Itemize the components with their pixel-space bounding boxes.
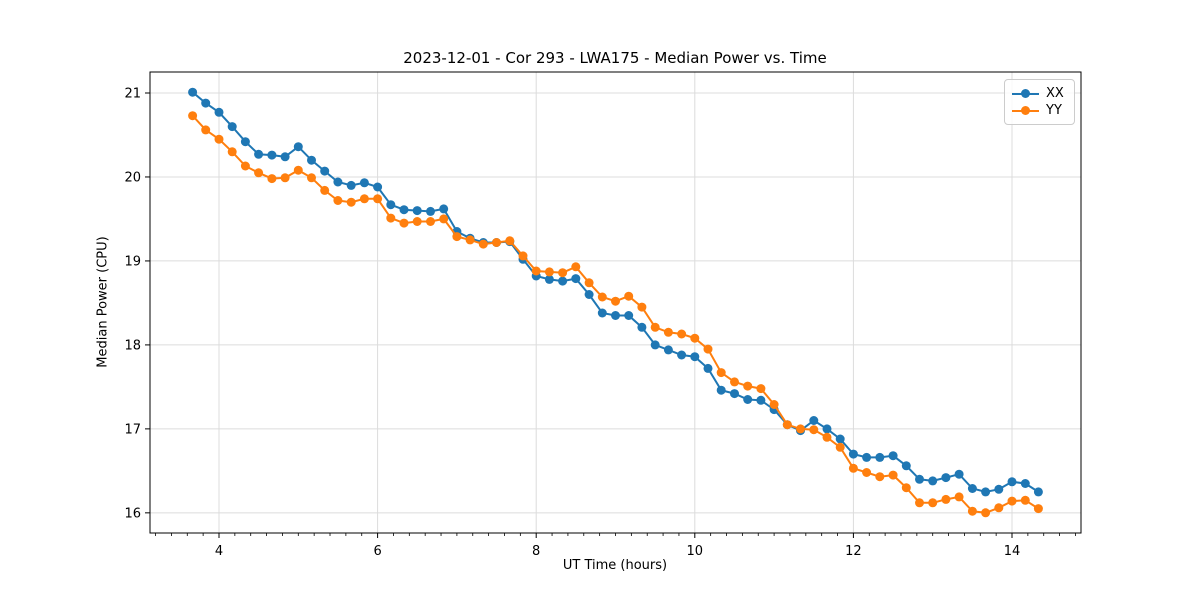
x-axis-ticks: 4 6 8 10 12 14: [155, 533, 1076, 559]
svg-text:16: 16: [124, 506, 141, 521]
svg-text:6: 6: [373, 544, 381, 559]
svg-text:17: 17: [124, 422, 141, 437]
legend-label-yy: YY: [1046, 103, 1062, 118]
svg-text:21: 21: [124, 86, 141, 101]
y-axis-label: Median Power (CPU): [95, 236, 111, 368]
legend-dot-yy: [1021, 105, 1030, 115]
svg-text:12: 12: [845, 544, 862, 559]
legend-dot-xx: [1021, 88, 1030, 98]
svg-text:10: 10: [687, 544, 704, 559]
svg-text:8: 8: [532, 544, 540, 559]
legend-entry-yy: YY: [1012, 102, 1066, 119]
svg-text:19: 19: [124, 254, 141, 269]
svg-text:4: 4: [215, 544, 223, 559]
legend-entry-xx: XX: [1012, 85, 1066, 102]
gridlines: [150, 72, 1081, 533]
svg-text:18: 18: [124, 338, 141, 353]
x-axis-label: UT Time (hours): [562, 558, 668, 573]
line-marker-icon: [1012, 105, 1039, 116]
legend: XX YY: [1004, 79, 1075, 125]
y-axis-ticks: 16 17 18 19 20 21: [124, 86, 150, 521]
series-XX: [188, 87, 1043, 497]
legend-label-xx: XX: [1046, 86, 1064, 101]
svg-text:20: 20: [124, 170, 141, 185]
line-marker-icon: [1012, 88, 1039, 99]
chart-title: 2023-12-01 - Cor 293 - LWA175 - Median P…: [403, 49, 827, 67]
series-YY: [188, 111, 1043, 518]
svg-text:14: 14: [1004, 544, 1021, 559]
